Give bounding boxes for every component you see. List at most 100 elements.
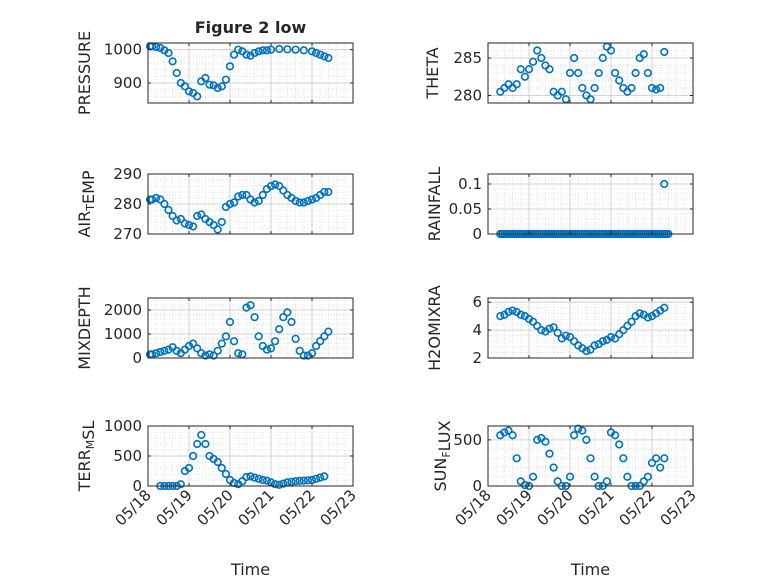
data-point: [250, 198, 259, 207]
data-series: [156, 430, 329, 491]
data-point: [250, 48, 259, 58]
y-tick-label: 270: [113, 225, 142, 243]
data-point: [283, 45, 292, 54]
axes-box: [487, 42, 694, 104]
data-point: [258, 190, 267, 200]
data-point: [246, 301, 255, 310]
data-point: [258, 46, 267, 55]
subplot-air-temp: 270 280 290 AIRTEMP: [75, 165, 354, 243]
data-point: [533, 321, 542, 331]
y-axis-label: AIRTEMP: [75, 170, 98, 237]
data-point: [557, 87, 566, 96]
data-point: [602, 477, 612, 486]
data-point: [619, 325, 628, 335]
data-point: [324, 187, 333, 197]
axes-box: [487, 297, 694, 359]
y-tick-label: 4: [472, 321, 482, 339]
data-point: [201, 439, 210, 449]
subplot-rainfall: 0 0.05 0.1 RAINFALL: [425, 167, 694, 243]
data-point: [266, 181, 276, 191]
y-tick-label: 285: [453, 49, 482, 67]
data-point: [545, 65, 554, 74]
data-point: [164, 205, 173, 215]
data-point: [320, 52, 329, 61]
data-point: [291, 196, 300, 206]
data-point: [193, 344, 202, 353]
data-point: [320, 187, 329, 197]
data-point: [316, 473, 325, 482]
data-point: [193, 211, 202, 221]
data-point: [242, 472, 251, 482]
data-point: [520, 72, 530, 81]
data-point: [164, 345, 173, 354]
data-point: [152, 193, 161, 203]
data-point: [606, 46, 616, 55]
data-point: [516, 310, 525, 319]
y-axis-label: SUNFLUX: [431, 420, 454, 491]
data-point: [316, 337, 325, 346]
data-point: [279, 186, 288, 195]
y-tick-label: 280: [453, 87, 482, 105]
data-point: [533, 435, 542, 444]
data-point: [303, 351, 313, 360]
data-point: [643, 472, 653, 481]
data-point: [660, 454, 669, 463]
data-point: [590, 341, 599, 350]
y-axis-label: RAINFALL: [425, 167, 444, 242]
data-point: [627, 83, 636, 93]
data-point: [291, 45, 300, 54]
data-point: [262, 46, 272, 55]
data-point: [279, 313, 288, 322]
data-point: [512, 454, 521, 463]
data-point: [320, 332, 329, 341]
data-point: [168, 57, 177, 66]
data-point: [197, 349, 206, 358]
y-tick-label: 0: [472, 225, 482, 243]
data-point: [172, 216, 181, 225]
data-point: [205, 80, 214, 89]
data-point: [565, 332, 575, 342]
data-point: [578, 83, 587, 93]
data-point: [594, 68, 603, 78]
subplot-pressure: 900 1000 PRESSURE Figure 2 low: [75, 18, 354, 115]
data-point: [250, 473, 259, 482]
data-point: [283, 308, 292, 317]
data-point: [537, 325, 546, 335]
data-point: [266, 45, 276, 54]
data-point: [606, 332, 616, 342]
data-point: [209, 220, 218, 230]
data-series: [496, 303, 669, 356]
data-point: [545, 324, 554, 333]
data-point: [221, 75, 230, 84]
data-point: [516, 65, 525, 74]
data-point: [217, 82, 226, 91]
data-point: [598, 337, 607, 346]
data-point: [221, 332, 230, 341]
data-point: [582, 346, 591, 356]
data-point: [242, 50, 251, 59]
data-point: [569, 53, 579, 63]
y-tick-label: 500: [453, 431, 482, 449]
data-point: [213, 225, 222, 234]
subplot-h2omixra: 2 4 6 H2OMIXRA: [425, 285, 694, 371]
y-tick-label: 1000: [104, 417, 142, 435]
data-point: [176, 214, 185, 224]
data-point: [528, 57, 538, 66]
data-point: [176, 480, 185, 489]
data-point: [266, 344, 276, 353]
data-point: [500, 428, 509, 437]
y-tick-label: 900: [113, 74, 142, 92]
data-point: [553, 477, 562, 486]
data-point: [254, 196, 263, 206]
data-point: [504, 426, 513, 435]
data-point: [615, 330, 624, 339]
data-point: [635, 309, 644, 318]
data-series: [496, 42, 669, 104]
data-point: [299, 351, 308, 360]
data-point: [189, 222, 198, 231]
data-point: [496, 312, 505, 321]
data-point: [303, 476, 313, 485]
data-point: [254, 332, 263, 341]
data-point: [565, 68, 575, 78]
data-point: [623, 321, 632, 331]
